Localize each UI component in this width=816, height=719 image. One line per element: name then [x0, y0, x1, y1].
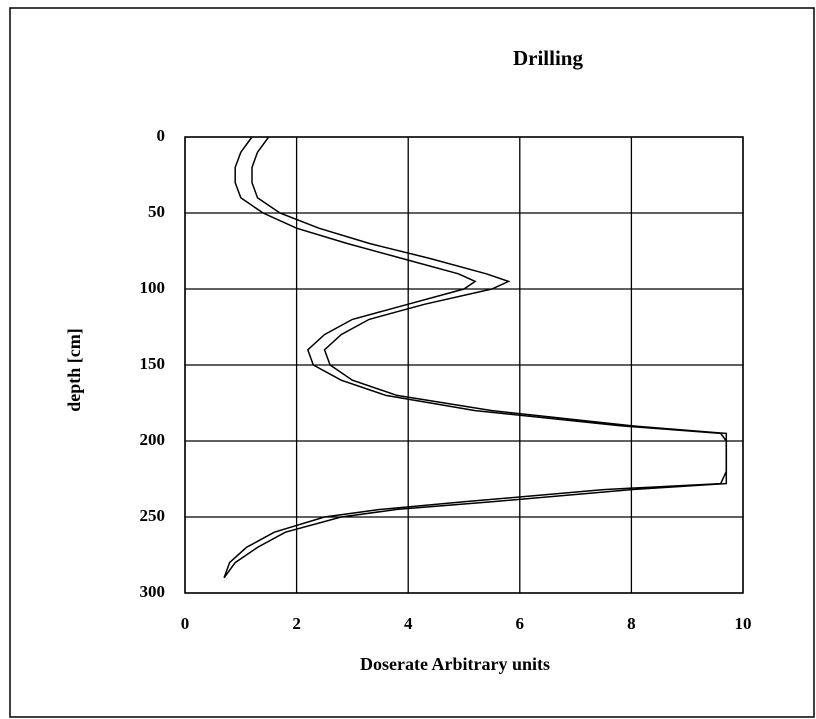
data-line — [223, 136, 728, 579]
x-tick-label: 10 — [735, 614, 752, 633]
x-tick-label: 2 — [292, 614, 301, 633]
y-tick-label: 200 — [140, 430, 166, 449]
y-tick-label: 100 — [140, 278, 166, 297]
y-axis-label: depth [cm] — [64, 328, 84, 412]
y-tick-label: 150 — [140, 354, 166, 373]
plot-border — [184, 136, 744, 594]
frame — [9, 7, 815, 718]
data-line — [223, 136, 728, 579]
x-tick-label: 6 — [516, 614, 525, 633]
y-tick-label: 250 — [140, 506, 166, 525]
y-tick-label: 0 — [157, 126, 166, 145]
x-tick-label: 4 — [404, 614, 413, 633]
x-axis-label: Doserate Arbitrary units — [360, 654, 550, 674]
y-tick-label: 300 — [140, 582, 166, 601]
x-tick-label: 0 — [181, 614, 190, 633]
y-tick-label: 50 — [148, 202, 165, 221]
x-tick-label: 8 — [627, 614, 636, 633]
chart-title: Drilling — [513, 46, 584, 70]
